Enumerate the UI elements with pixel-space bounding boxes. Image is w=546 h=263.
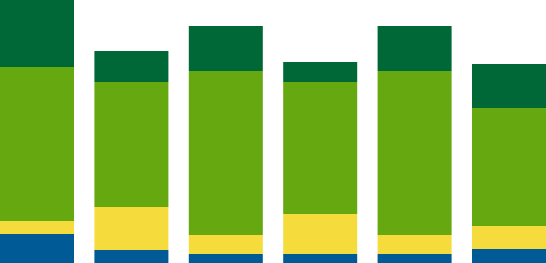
bar-segment: [0, 0, 74, 67]
bar-segment: [94, 207, 169, 250]
bar-segment: [377, 254, 452, 263]
bar-segment: [472, 249, 546, 263]
bar-segment: [472, 108, 546, 226]
bar-segment: [472, 226, 546, 249]
bar-segment: [188, 254, 263, 263]
bar-segment: [283, 62, 358, 82]
bar-segment: [377, 235, 452, 254]
bar-segment: [0, 221, 74, 234]
bar-segment: [0, 67, 74, 221]
bar-segment: [283, 254, 358, 263]
bar-segment: [283, 82, 358, 214]
bar-segment: [283, 214, 358, 254]
bar-segment: [472, 64, 546, 108]
bar-segment: [188, 26, 263, 71]
bar-segment: [377, 26, 452, 71]
bar-segment: [94, 82, 169, 207]
bar-segment: [0, 234, 74, 263]
bar-segment: [94, 51, 169, 82]
bar-segment: [188, 235, 263, 254]
bar-segment: [377, 71, 452, 235]
bar-segment: [94, 250, 169, 263]
bar-segment: [188, 71, 263, 235]
